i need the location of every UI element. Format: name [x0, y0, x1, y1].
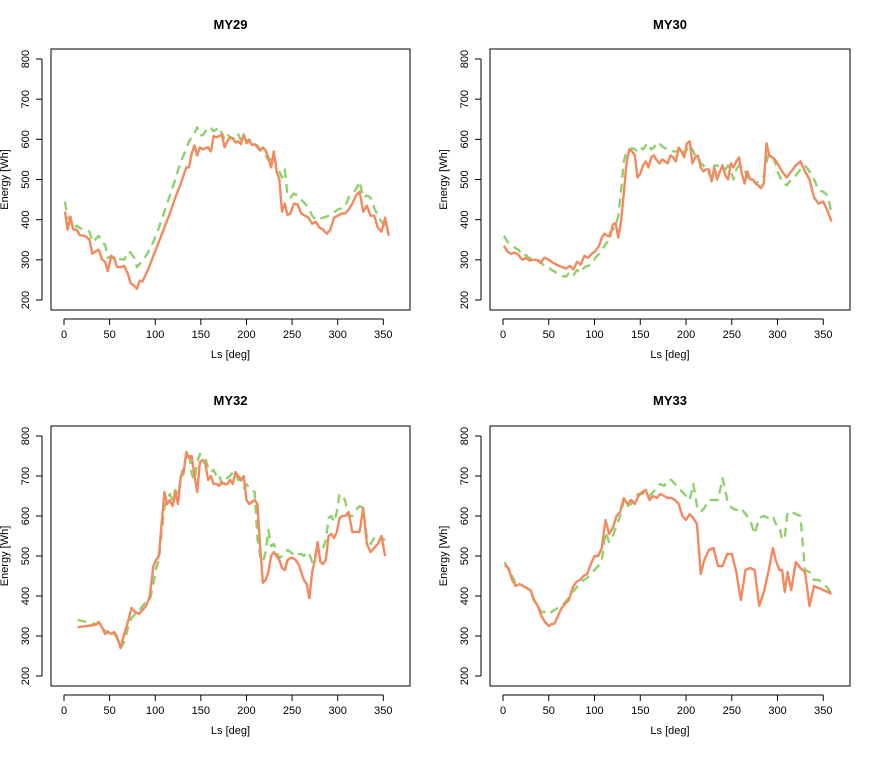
x-tick-label: 200: [677, 329, 695, 341]
panel-my33: MY33 0 50 100 150 200 250 300 350 200 300 400 500 600…: [438, 393, 851, 737]
y-tick-label: 800: [459, 50, 471, 68]
y-tick-label: 500: [20, 170, 32, 188]
y-tick-label: 300: [459, 627, 471, 645]
x-tick-label: 50: [103, 705, 115, 717]
x-tick-label: 300: [329, 329, 347, 341]
x-axis-label: Ls [deg]: [650, 349, 689, 361]
x-tick-label: 150: [192, 329, 210, 341]
x-tick-label: 0: [61, 329, 67, 341]
y-tick-label: 600: [459, 507, 471, 525]
y-tick-label: 400: [459, 210, 471, 228]
y-tick-label: 300: [459, 251, 471, 269]
y-tick-label: 800: [459, 427, 471, 445]
series-line-solid: [77, 450, 387, 650]
x-tick-label: 150: [192, 705, 210, 717]
plot-frame: [50, 48, 411, 311]
y-tick-label: 700: [20, 467, 32, 485]
x-tick-label: 0: [61, 705, 67, 717]
x-tick-label: 300: [768, 329, 786, 341]
chart-title: MY32: [214, 393, 248, 408]
y-axis-label: Energy [Wh]: [0, 526, 11, 587]
plot-frame: [489, 425, 851, 687]
x-tick-label: 250: [283, 705, 301, 717]
plot-frame: [489, 48, 851, 311]
series-line-solid: [502, 140, 833, 271]
y-tick-label: 400: [20, 587, 32, 605]
x-tick-label: 200: [677, 705, 695, 717]
x-tick-label: 100: [146, 705, 164, 717]
y-tick-label: 500: [20, 547, 32, 565]
x-tick-label: 150: [631, 329, 649, 341]
y-tick-label: 400: [20, 210, 32, 228]
x-tick-label: 100: [585, 705, 603, 717]
x-tick-label: 150: [631, 705, 649, 717]
y-tick-label: 200: [459, 667, 471, 685]
x-tick-label: 0: [500, 329, 506, 341]
x-tick-label: 350: [374, 329, 392, 341]
x-tick-label: 0: [500, 705, 506, 717]
y-tick-label: 600: [459, 130, 471, 148]
x-tick-label: 300: [768, 705, 786, 717]
y-tick-label: 200: [459, 291, 471, 309]
x-tick-label: 250: [283, 329, 301, 341]
panel-my30: MY30 0 50 100 150 200 250 300 350 200 300 400 500 600…: [438, 17, 851, 361]
panel-my29: MY29 0 50 100 150 200 250 300 350 200 300 400 500 600…: [0, 17, 411, 361]
series-line-solid: [504, 488, 833, 628]
x-tick-label: 100: [146, 329, 164, 341]
x-axis-label: Ls [deg]: [211, 725, 250, 737]
x-tick-label: 350: [374, 705, 392, 717]
y-tick-label: 300: [20, 627, 32, 645]
y-axis-label: Energy [Wh]: [0, 149, 11, 210]
series-line-solid: [63, 133, 390, 290]
series-line-dashed: [63, 126, 390, 269]
y-tick-label: 700: [459, 467, 471, 485]
y-tick-label: 700: [20, 90, 32, 108]
x-tick-label: 250: [723, 329, 741, 341]
y-tick-label: 600: [20, 130, 32, 148]
x-tick-label: 50: [103, 329, 115, 341]
x-axis-label: Ls [deg]: [650, 725, 689, 737]
y-tick-label: 500: [459, 547, 471, 565]
x-tick-label: 50: [543, 705, 555, 717]
x-tick-label: 300: [329, 705, 347, 717]
y-tick-label: 300: [20, 251, 32, 269]
y-tick-label: 700: [459, 90, 471, 108]
y-tick-label: 800: [20, 50, 32, 68]
y-tick-label: 200: [20, 667, 32, 685]
y-axis-label: Energy [Wh]: [438, 526, 450, 587]
panel-my32: MY32 0 50 100 150 200 250 300 350 200 300 400 500 600…: [0, 393, 411, 737]
x-tick-label: 50: [543, 329, 555, 341]
y-tick-label: 400: [459, 587, 471, 605]
y-tick-label: 600: [20, 507, 32, 525]
series-line-dashed: [503, 476, 833, 616]
series-line-dashed: [77, 450, 386, 650]
plot-frame: [50, 425, 411, 687]
chart-title: MY33: [653, 393, 687, 408]
y-axis-label: Energy [Wh]: [438, 149, 450, 210]
y-tick-label: 800: [20, 427, 32, 445]
x-tick-label: 250: [723, 705, 741, 717]
x-tick-label: 350: [814, 705, 832, 717]
y-tick-label: 500: [459, 170, 471, 188]
x-tick-label: 100: [585, 329, 603, 341]
chart-title: MY30: [653, 17, 687, 32]
y-tick-label: 200: [20, 291, 32, 309]
x-tick-label: 350: [814, 329, 832, 341]
x-axis-label: Ls [deg]: [211, 349, 250, 361]
chart-title: MY29: [214, 17, 248, 32]
x-tick-label: 200: [237, 329, 255, 341]
x-tick-label: 200: [237, 705, 255, 717]
